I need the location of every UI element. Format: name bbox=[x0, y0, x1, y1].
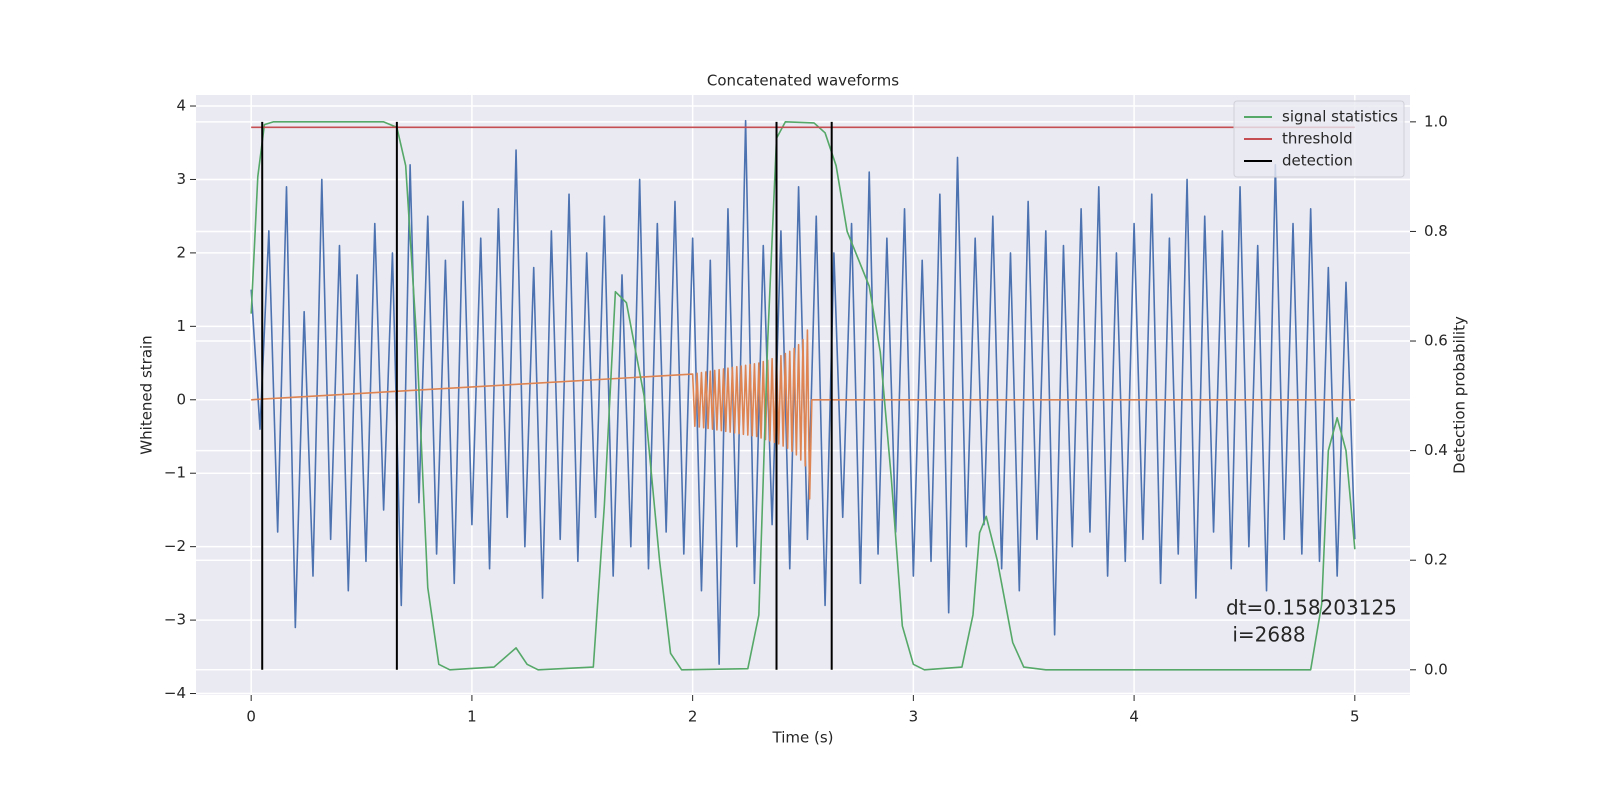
x-tick-label: 1 bbox=[467, 708, 477, 726]
chart-title: Concatenated waveforms bbox=[707, 72, 899, 90]
y2-tick-label: 0.6 bbox=[1424, 332, 1448, 350]
legend-label: detection bbox=[1282, 152, 1353, 170]
y-tick-label: 4 bbox=[176, 97, 186, 115]
x-axis-label: Time (s) bbox=[772, 729, 834, 747]
y2-axis-label: Detection probability bbox=[1451, 316, 1469, 474]
y-tick-label: 1 bbox=[176, 317, 186, 335]
x-tick-label: 2 bbox=[688, 708, 698, 726]
plot-marks bbox=[250, 119, 1356, 671]
y-tick-label: −1 bbox=[164, 464, 186, 482]
y2-tick-label: 0.8 bbox=[1424, 222, 1448, 240]
y-tick-label: −2 bbox=[164, 537, 186, 555]
x-tick-label: 3 bbox=[909, 708, 919, 726]
y-tick-label: 0 bbox=[176, 390, 186, 408]
legend-label: threshold bbox=[1282, 130, 1353, 148]
y-axis-label: Whitened strain bbox=[138, 335, 156, 454]
legend-box bbox=[1233, 100, 1405, 178]
series-line bbox=[251, 329, 1355, 500]
y-tick-label: 3 bbox=[176, 170, 186, 188]
y2-tick-label: 1.0 bbox=[1424, 112, 1448, 130]
y2-tick-label: 0.0 bbox=[1424, 660, 1448, 678]
x-tick-label: 4 bbox=[1129, 708, 1139, 726]
y-tick-label: −3 bbox=[164, 611, 186, 629]
y-tick-label: −4 bbox=[164, 684, 186, 702]
x-tick-label: 0 bbox=[246, 708, 256, 726]
x-tick-label: 5 bbox=[1350, 708, 1360, 726]
legend-label: signal statistics bbox=[1282, 108, 1398, 126]
y-tick-label: 2 bbox=[176, 243, 186, 261]
legend: signal statistics threshold detection bbox=[1233, 100, 1405, 178]
y2-tick-label: 0.2 bbox=[1424, 551, 1448, 569]
y2-tick-label: 0.4 bbox=[1424, 441, 1448, 459]
ticks: 0 1 2 3 4 5 −4 −3 −2 −1 0 1 2 3 4 0.0 0.2 0.4 0.6 0.8 1.0 bbox=[164, 97, 1448, 726]
annotation: i=2688 bbox=[1226, 623, 1306, 647]
annotation: dt=0.158203125 bbox=[1226, 596, 1397, 620]
